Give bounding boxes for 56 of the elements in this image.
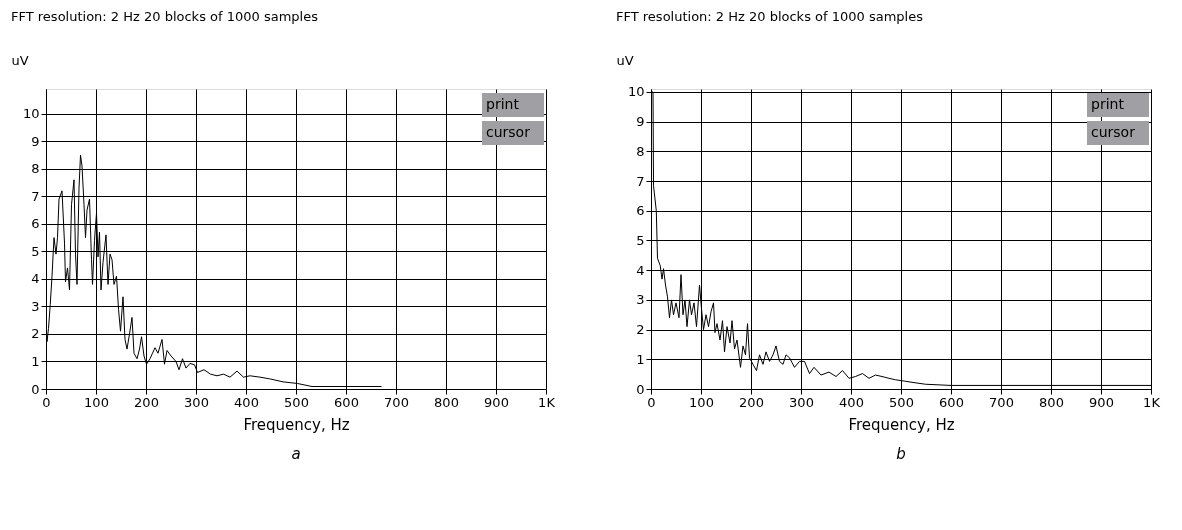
y-tick-label: 1: [31, 353, 40, 369]
y-tick-label: 8: [31, 161, 40, 177]
y-axis-title: uV: [616, 52, 634, 68]
x-tick-label: 700: [384, 394, 409, 410]
x-tick-label: 400: [839, 394, 864, 410]
y-tick-label: 0: [636, 381, 645, 397]
x-tick-label: 900: [484, 394, 509, 410]
y-tick-label: 7: [31, 188, 40, 204]
text: b: [896, 445, 906, 463]
chart-title: FFT resolution: 2 Hz 20 blocks of 1000 samples: [616, 9, 924, 24]
x-tick-label: 100: [84, 394, 109, 410]
x-tick-label: 500: [284, 394, 309, 410]
x-tick-label: 300: [789, 394, 814, 410]
x-tick-label: 1K: [538, 394, 556, 410]
y-tick-label: 10: [627, 84, 645, 100]
x-tick-label: 300: [184, 394, 209, 410]
y-tick-label: 1: [636, 351, 645, 367]
x-tick-label: 900: [1089, 394, 1114, 410]
x-tick-label: 800: [434, 394, 459, 410]
annotation: cursor: [1091, 124, 1136, 140]
x-axis-title: Frequency, Hz: [243, 415, 350, 434]
y-tick-label: 5: [636, 232, 645, 248]
y-tick-label: 4: [636, 262, 645, 278]
x-tick-label: 400: [234, 394, 259, 410]
y-tick-label: 5: [31, 243, 40, 259]
y-tick-label: 7: [636, 173, 645, 189]
x-tick-label: 600: [939, 394, 964, 410]
y-tick-label: 9: [31, 133, 40, 149]
x-tick-label: 0: [42, 394, 51, 410]
y-axis-title: uV: [11, 52, 29, 68]
x-axis-title: Frequency, Hz: [848, 415, 955, 434]
x-tick-label: 1K: [1143, 394, 1161, 410]
y-tick-label: 2: [636, 322, 645, 338]
y-tick-label: 6: [31, 216, 40, 232]
y-tick-label: 0: [31, 381, 40, 397]
chart-title: FFT resolution: 2 Hz 20 blocks of 1000 samples: [11, 9, 319, 24]
y-tick-label: 3: [31, 298, 40, 314]
x-tick-label: 200: [739, 394, 764, 410]
x-tick-label: 500: [889, 394, 914, 410]
y-tick-label: 10: [22, 106, 40, 122]
x-tick-label: 600: [334, 394, 359, 410]
y-tick-label: 2: [31, 326, 40, 342]
y-tick-label: 8: [636, 143, 645, 159]
y-tick-label: 6: [636, 203, 645, 219]
annotation: print: [486, 96, 520, 112]
x-tick-label: 100: [689, 394, 714, 410]
x-tick-label: 800: [1039, 394, 1064, 410]
annotation: print: [1091, 96, 1125, 112]
x-tick-label: 700: [989, 394, 1014, 410]
x-tick-label: 200: [134, 394, 159, 410]
x-tick-label: 0: [647, 394, 656, 410]
text: a: [291, 445, 301, 463]
y-tick-label: 3: [636, 292, 645, 308]
annotation: cursor: [486, 124, 531, 140]
y-tick-label: 9: [636, 114, 645, 130]
y-tick-label: 4: [31, 271, 40, 287]
